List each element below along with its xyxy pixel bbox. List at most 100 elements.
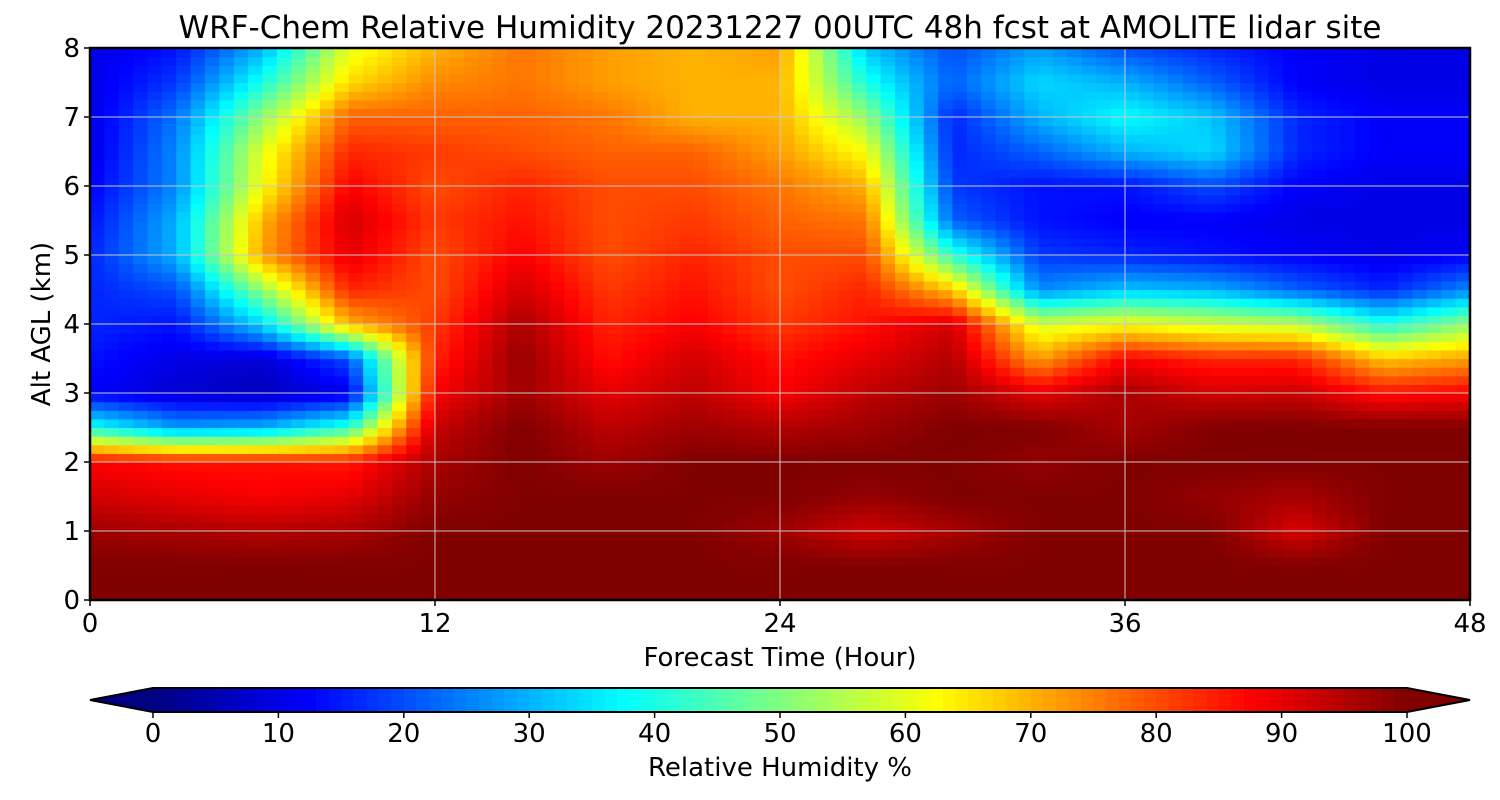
heatmap-cell [1096,539,1112,549]
heatmap-cell [406,462,422,472]
heatmap-cell [1096,453,1112,463]
heatmap-cell [1038,582,1054,592]
heatmap-cell [118,177,134,187]
heatmap-cell [1412,582,1428,592]
heatmap-cell [1125,315,1140,325]
heatmap-cell [147,565,163,575]
heatmap-cell [708,168,724,178]
heatmap-cell [205,255,220,265]
heatmap-cell [463,462,479,472]
heatmap-cell [736,418,752,429]
heatmap-cell [1125,168,1140,178]
heatmap-cell [133,462,149,472]
heatmap-cell [435,505,450,515]
heatmap-cell [923,332,939,342]
heatmap-cell [90,470,105,480]
heatmap-cell [463,358,479,368]
heatmap-cell [1355,444,1370,454]
heatmap-cell [147,418,163,429]
heatmap-cell [348,229,364,239]
heatmap-cell [564,358,580,368]
heatmap-cell [736,237,752,247]
heatmap-cell [147,496,163,506]
heatmap-cell [679,168,695,178]
heatmap-cell [1225,496,1241,506]
heatmap-cell [348,246,364,256]
heatmap-cell [1153,298,1169,308]
heatmap-cell [248,436,264,446]
heatmap-cell [1168,582,1184,592]
heatmap-cell [1412,315,1428,325]
heatmap-cell [564,539,580,549]
heatmap-cell [90,418,105,429]
heatmap-cell [521,186,537,196]
heatmap-cell [449,255,465,265]
heatmap-cell [851,289,867,299]
heatmap-cell [1254,556,1270,567]
heatmap-cell [435,255,450,265]
heatmap-cell [808,410,824,420]
heatmap-cell [1081,160,1097,170]
heatmap-cell [1024,556,1040,567]
heatmap-cell [679,531,695,541]
heatmap-cell [535,315,551,325]
heatmap-cell [492,160,508,170]
heatmap-cell [1283,246,1299,256]
heatmap-cell [751,522,767,532]
heatmap-cell [593,436,609,446]
heatmap-cell [1081,556,1097,567]
heatmap-cell [406,358,422,368]
heatmap-cell [1024,582,1040,592]
heatmap-cell [219,436,235,446]
heatmap-cell [133,203,149,213]
heatmap-cell [1081,436,1097,446]
heatmap-cell [1096,203,1112,213]
heatmap-cell [923,462,939,472]
heatmap-cell [1153,306,1169,316]
heatmap-cell [1096,393,1112,403]
heatmap-cell [966,186,982,196]
heatmap-cell [952,280,968,291]
heatmap-cell [578,496,594,506]
heatmap-cell [291,410,307,420]
heatmap-cell [1311,186,1327,196]
heatmap-cell [420,401,436,411]
heatmap-cell [420,556,436,567]
heatmap-cell [535,324,551,334]
heatmap-cell [276,470,292,480]
heatmap-cell [981,177,997,187]
heatmap-cell [1340,436,1356,446]
heatmap-cell [320,487,335,498]
heatmap-cell [147,436,163,446]
heatmap-cell [823,531,839,541]
heatmap-cell [880,298,896,308]
heatmap-cell [679,436,695,446]
heatmap-cell [995,574,1011,584]
heatmap-cell [118,246,134,256]
heatmap-cell [492,582,508,592]
heatmap-cell [938,470,954,480]
heatmap-cell [334,574,350,584]
heatmap-cell [161,289,177,299]
heatmap-cell [679,349,695,360]
heatmap-cell [1326,298,1342,308]
heatmap-cell [1211,496,1227,506]
heatmap-cell [463,505,479,515]
heatmap-cell [1340,513,1356,523]
heatmap-cell [1383,367,1399,377]
heatmap-cell [1081,151,1097,161]
heatmap-cell [621,393,637,403]
heatmap-cell [147,324,163,334]
heatmap-cell [535,332,551,342]
heatmap-cell [1081,358,1097,368]
heatmap-cell [550,289,565,299]
heatmap-cell [1153,565,1169,575]
heatmap-cell [808,462,824,472]
heatmap-cell [578,548,594,558]
heatmap-cell [348,194,364,204]
heatmap-cell [1081,470,1097,480]
heatmap-cell [736,522,752,532]
heatmap-cell [1196,393,1212,403]
heatmap-cell [1254,220,1270,230]
heatmap-cell [794,306,810,316]
